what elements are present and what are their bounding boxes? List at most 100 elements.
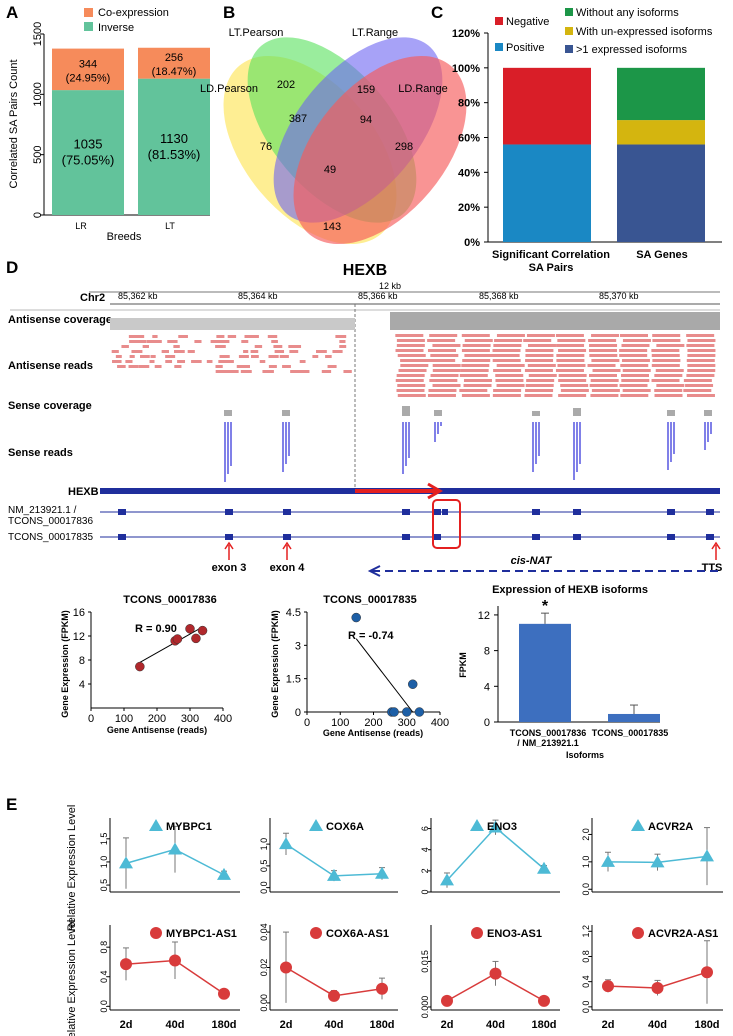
d-antisense-read xyxy=(464,354,493,357)
d-antisense-read xyxy=(556,354,585,357)
scatter-ytick: 8 xyxy=(79,655,85,667)
d-sense-read xyxy=(434,422,436,442)
d-antisense-read xyxy=(526,334,555,337)
d-exon xyxy=(402,509,410,515)
d-antisense-read xyxy=(146,340,157,343)
a-xlabel: Breeds xyxy=(107,231,142,243)
d-sense-read xyxy=(285,422,287,464)
d-highlight-box xyxy=(432,499,461,549)
d-antisense-read xyxy=(395,379,424,382)
c-legend-negative-swatch xyxy=(495,17,503,25)
e-ytick: 0.4 xyxy=(581,975,591,988)
d-sense-read xyxy=(573,422,575,480)
e-xtick: 40d xyxy=(166,1019,185,1031)
panel-label-d: D xyxy=(6,258,18,277)
d-antisense-read xyxy=(428,389,457,392)
e-xtick: 40d xyxy=(648,1019,667,1031)
d3-title: Expression of HEXB isoforms xyxy=(492,584,648,596)
e-xtick: 40d xyxy=(486,1019,505,1031)
c-legend-unexpressed-swatch xyxy=(565,27,573,35)
d-antisense-read xyxy=(556,344,585,347)
d-antisense-read xyxy=(492,349,521,352)
scatter-point xyxy=(185,624,195,634)
a-bar-coexpression xyxy=(138,47,210,79)
e-ytick: 1.2 xyxy=(581,925,591,938)
d-antisense-read xyxy=(254,345,263,348)
e-legend-marker xyxy=(632,927,644,939)
e-xtick: 2d xyxy=(602,1019,615,1031)
d-track-label: Sense coverage xyxy=(8,400,92,412)
scatter-xtick: 0 xyxy=(304,717,310,729)
d-sense-cov xyxy=(282,410,290,416)
e-point xyxy=(375,866,389,879)
e-point xyxy=(489,967,502,980)
d-antisense-read xyxy=(215,365,223,368)
d-antisense-read xyxy=(152,335,158,338)
d-antisense-read xyxy=(492,394,521,397)
d-antisense-read xyxy=(432,344,461,347)
scatter-point xyxy=(351,612,361,623)
e-point xyxy=(120,958,132,971)
a-bar-inv-pct: (75.05%) xyxy=(62,153,115,168)
c-legend-positive-swatch xyxy=(495,43,503,51)
e-series-name: COX6A-AS1 xyxy=(326,928,389,940)
e-point xyxy=(441,994,453,1007)
d-antisense-read xyxy=(683,379,712,382)
d-antisense-read xyxy=(173,345,180,348)
panel-label-c: C xyxy=(431,3,443,22)
e-ytick: 1.5 xyxy=(99,833,109,846)
e-ytick: 0.015 xyxy=(420,950,430,973)
d-antisense-read xyxy=(687,354,716,357)
d-antisense-read xyxy=(165,360,173,363)
e-legend-marker xyxy=(631,819,645,831)
e-series-name: ACVR2A xyxy=(648,821,693,833)
d-antisense-read xyxy=(620,334,649,337)
d-antisense-read xyxy=(396,389,425,392)
e-xtick: 180d xyxy=(369,1019,394,1031)
d-track-label: NM_213921.1 / xyxy=(8,505,77,516)
d1-xlabel: Gene Antisense (reads) xyxy=(107,725,207,735)
venn-label-lt-range: LT.Range xyxy=(352,27,398,39)
d1-title: TCONS_00017836 xyxy=(123,594,217,606)
d-antisense-read xyxy=(493,389,522,392)
d-antisense-read xyxy=(686,374,715,377)
scatter-ytick: 4.5 xyxy=(286,607,301,619)
d-exon xyxy=(225,509,233,515)
e-point xyxy=(701,966,713,979)
e-point xyxy=(651,981,664,994)
d-track-label: Sense reads xyxy=(8,447,73,459)
d-antisense-read xyxy=(274,350,285,353)
e-legend-marker xyxy=(149,819,163,831)
panel-d-scatter-2: TCONS_00017835 0 100 200 300 400 0 1.5 3 4.5 Gen… xyxy=(270,594,449,738)
d-antisense-read xyxy=(429,379,458,382)
d3-xtick-1a: TCONS_00017836 xyxy=(510,728,587,738)
d-antisense-read xyxy=(463,379,492,382)
d-antisense-read xyxy=(588,349,617,352)
d-antisense-read xyxy=(525,354,554,357)
d-track-label: HEXB xyxy=(68,486,99,498)
e-point xyxy=(168,842,182,855)
e-ytick: 4 xyxy=(420,847,430,852)
d-antisense-read xyxy=(427,359,456,362)
d-antisense-read xyxy=(271,335,278,338)
d-antisense-read xyxy=(527,364,556,367)
d-antisense-read xyxy=(230,370,239,373)
d-antisense-read xyxy=(279,355,289,358)
d-antisense-read xyxy=(524,394,553,397)
d-antisense-read xyxy=(589,354,618,357)
d-antisense-read xyxy=(112,360,122,363)
e-point xyxy=(488,820,503,833)
d-track-label: Antisense coverage xyxy=(8,314,112,326)
c-legend-unexpressed: With un-expressed isoforms xyxy=(576,26,713,38)
d-antisense-read xyxy=(138,365,150,368)
d-antisense-read xyxy=(589,374,618,377)
e-ytick: 2 xyxy=(420,868,430,873)
d-exon xyxy=(706,534,714,540)
scatter-point xyxy=(191,633,201,644)
d-antisense-read xyxy=(687,339,716,342)
d-sense-read xyxy=(667,422,669,470)
d-antisense-read xyxy=(167,340,178,343)
d-antisense-read xyxy=(273,345,283,348)
d-antisense-read xyxy=(251,335,259,338)
d-antisense-read xyxy=(430,374,459,377)
